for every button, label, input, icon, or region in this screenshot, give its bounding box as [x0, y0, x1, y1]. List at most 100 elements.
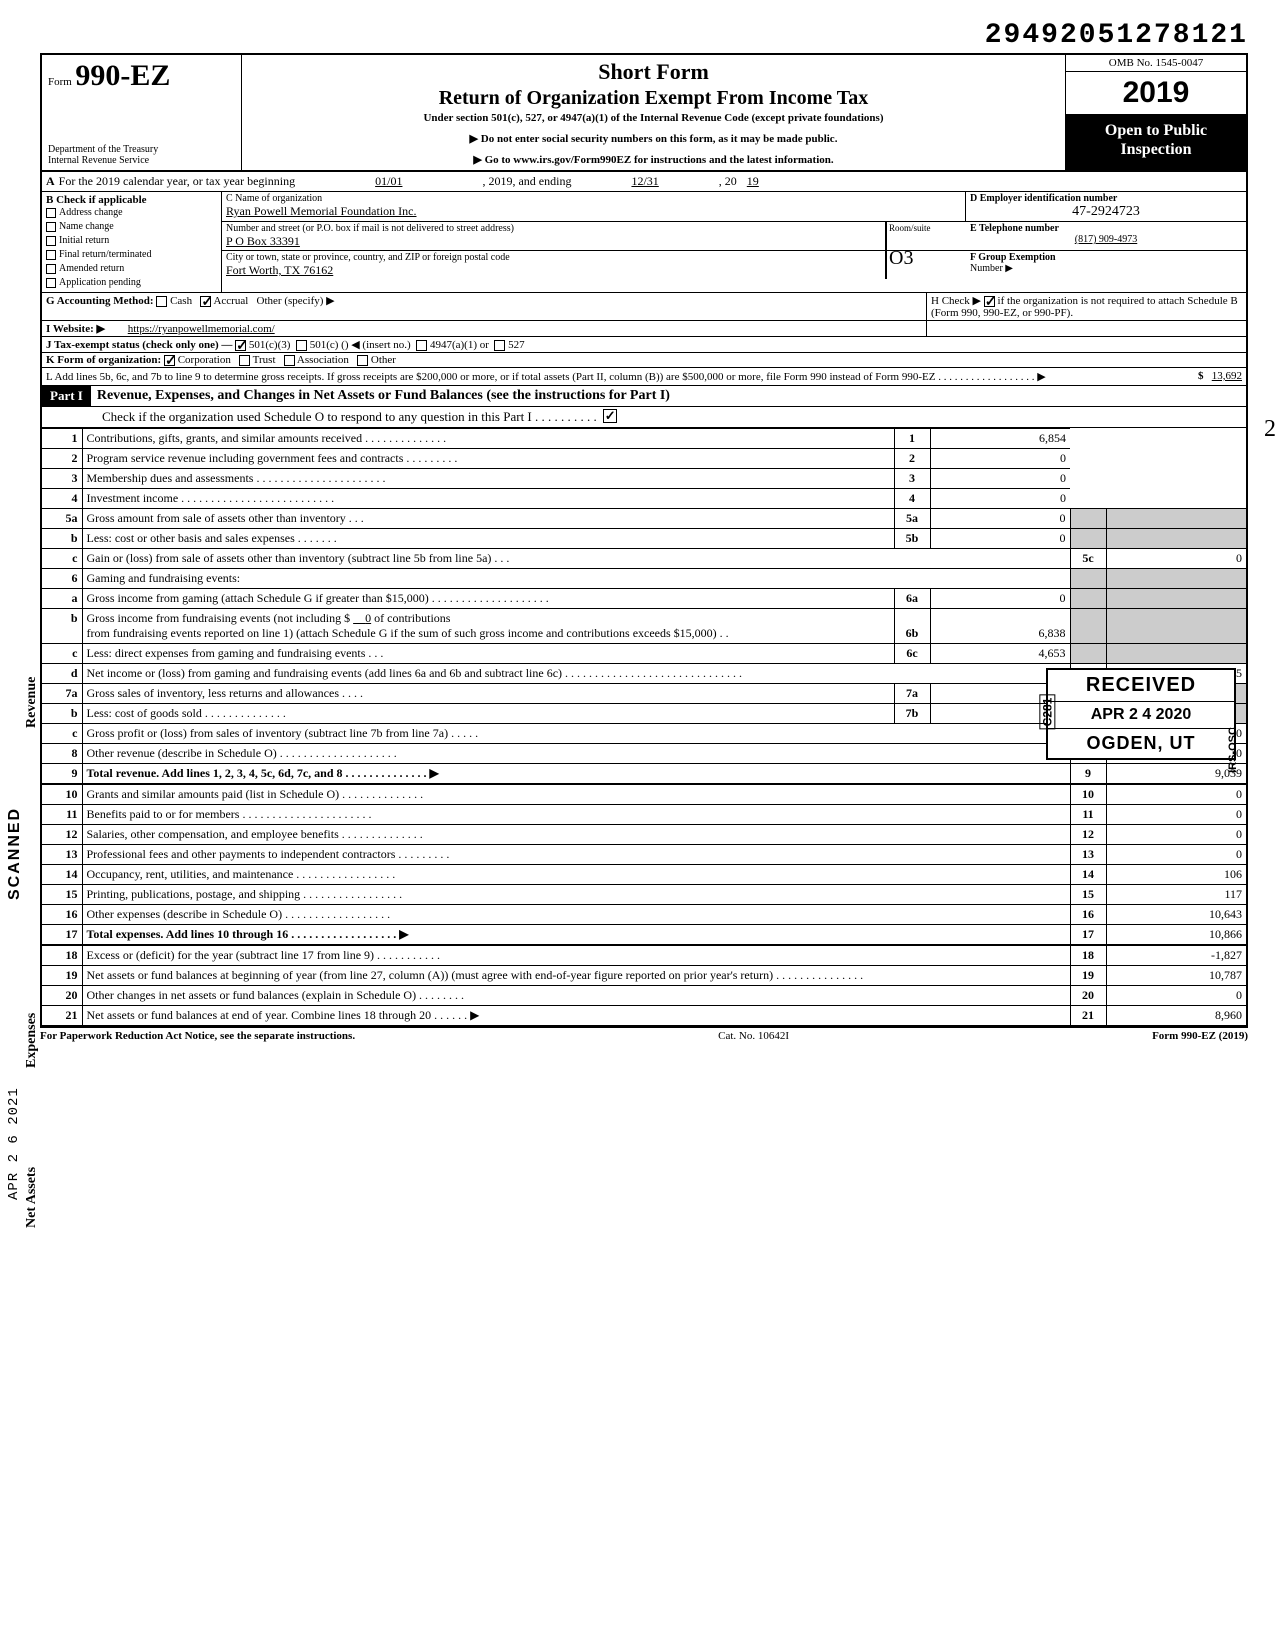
stamp-c281: C281	[1039, 695, 1055, 730]
row-a-label: A	[46, 174, 55, 189]
omb-number: OMB No. 1545-0047	[1066, 55, 1246, 72]
chk-app-pending[interactable]	[46, 278, 56, 288]
row-14: 14Occupancy, rent, utilities, and mainte…	[42, 865, 1246, 885]
treasury-line-1: Department of the Treasury	[48, 144, 235, 155]
row-g-h: G Accounting Method: Cash Accrual Other …	[40, 293, 1248, 321]
room-label: Room/suite	[889, 223, 964, 233]
row-10: 10Grants and similar amounts paid (list …	[42, 784, 1246, 805]
row-j-label: J Tax-exempt status (check only one) —	[46, 339, 232, 351]
row-i-label: I Website: ▶	[46, 323, 105, 335]
row-6c: cLess: direct expenses from gaming and f…	[42, 644, 1246, 664]
footer: For Paperwork Reduction Act Notice, see …	[40, 1027, 1248, 1042]
chk-accrual[interactable]	[200, 296, 211, 307]
footer-left: For Paperwork Reduction Act Notice, see …	[40, 1030, 355, 1042]
chk-4947[interactable]	[416, 340, 427, 351]
phone: (817) 909-4973	[970, 234, 1242, 245]
form-subtitle: Under section 501(c), 527, or 4947(a)(1)…	[252, 112, 1055, 124]
chk-501c[interactable]	[296, 340, 307, 351]
row-13: 13Professional fees and other payments t…	[42, 845, 1246, 865]
chk-cash[interactable]	[156, 296, 167, 307]
row-9: 9Total revenue. Add lines 1, 2, 3, 4, 5c…	[42, 764, 1246, 785]
vert-revenue: Revenue	[24, 677, 40, 728]
lbl-501c: 501(c) (	[310, 339, 345, 351]
row-21: 21Net assets or fund balances at end of …	[42, 1006, 1246, 1027]
chk-527[interactable]	[494, 340, 505, 351]
chk-name-change[interactable]	[46, 222, 56, 232]
box-f-sub: Number ▶	[970, 263, 1242, 274]
chk-amended[interactable]	[46, 264, 56, 274]
row-5a: 5aGross amount from sale of assets other…	[42, 509, 1246, 529]
stamp-location: OGDEN, UT	[1048, 729, 1234, 758]
side-date-stamp: APR 2 6 2021	[6, 1087, 22, 1200]
received-stamp: RECEIVED C281 APR 2 4 2020 IRS-OSC OGDEN…	[1046, 668, 1236, 760]
lbl-cash: Cash	[170, 295, 192, 307]
document-number: 29492051278121	[40, 20, 1248, 51]
chk-corp[interactable]	[164, 355, 175, 366]
lbl-4947: 4947(a)(1) or	[430, 339, 489, 351]
org-name: Ryan Powell Memorial Foundation Inc.	[226, 204, 961, 219]
stamp-received: RECEIVED	[1048, 670, 1234, 701]
row-6b: bGross income from fundraising events (n…	[42, 609, 1246, 644]
lbl-501c-tail: ) ◀ (insert no.)	[345, 339, 411, 351]
tax-year-end: 12/31	[631, 174, 658, 189]
lbl-accrual: Accrual	[213, 295, 248, 307]
part-1-check-row: Check if the organization used Schedule …	[40, 407, 1248, 428]
row-l-dollar: $	[1198, 370, 1204, 382]
chk-schedule-b[interactable]	[984, 296, 995, 307]
instruction-2: Go to www.irs.gov/Form990EZ for instruct…	[252, 153, 1055, 166]
form-title: Return of Organization Exempt From Incom…	[252, 87, 1055, 110]
row-a-tail: , 20	[719, 174, 737, 189]
footer-right: Form 990-EZ (2019)	[1152, 1030, 1248, 1042]
vert-assets: Net Assets	[24, 1167, 40, 1228]
chk-assoc[interactable]	[284, 355, 295, 366]
row-5b: bLess: cost or other basis and sales exp…	[42, 529, 1246, 549]
row-18: 18Excess or (deficit) for the year (subt…	[42, 945, 1246, 966]
row-l-text: L Add lines 5b, 6c, and 7b to line 9 to …	[46, 370, 1198, 383]
box-f-label: F Group Exemption	[970, 252, 1056, 263]
row-20: 20Other changes in net assets or fund ba…	[42, 986, 1246, 1006]
lbl-initial-return: Initial return	[59, 234, 109, 248]
lbl-app-pending: Application pending	[59, 276, 141, 290]
chk-other-org[interactable]	[357, 355, 368, 366]
side-scanned-stamp: SCANNED	[6, 807, 24, 900]
row-19: 19Net assets or fund balances at beginni…	[42, 966, 1246, 986]
lbl-trust: Trust	[253, 354, 276, 366]
row-12: 12Salaries, other compensation, and empl…	[42, 825, 1246, 845]
row-15: 15Printing, publications, postage, and s…	[42, 885, 1246, 905]
form-prefix: Form	[48, 76, 72, 88]
row-a-mid: , 2019, and ending	[482, 174, 571, 189]
row-l: L Add lines 5b, 6c, and 7b to line 9 to …	[40, 368, 1248, 386]
row-11: 11Benefits paid to or for members . . . …	[42, 805, 1246, 825]
row-1: 1Contributions, gifts, grants, and simil…	[42, 429, 1246, 449]
row-17: 17Total expenses. Add lines 10 through 1…	[42, 925, 1246, 946]
row-a: A For the 2019 calendar year, or tax yea…	[40, 172, 1248, 192]
row-16: 16Other expenses (describe in Schedule O…	[42, 905, 1246, 925]
vert-expenses: Expenses	[24, 1013, 40, 1068]
chk-501c3[interactable]	[235, 340, 246, 351]
form-header: Form 990-EZ Department of the Treasury I…	[40, 53, 1248, 172]
org-address: P O Box 33391	[226, 234, 881, 249]
chk-schedule-o[interactable]	[603, 409, 617, 423]
treasury-line-2: Internal Revenue Service	[48, 155, 235, 166]
box-d-label: D Employer identification number	[970, 193, 1242, 204]
chk-initial-return[interactable]	[46, 236, 56, 246]
handwritten-margin: 2	[1264, 416, 1276, 443]
part-1-title: Revenue, Expenses, and Changes in Net As…	[91, 386, 1246, 406]
room-handwritten: O3	[889, 247, 913, 270]
chk-address-change[interactable]	[46, 208, 56, 218]
tax-year: 20201919	[1066, 72, 1246, 115]
stamp-irs-osc: IRS-OSC	[1227, 727, 1239, 773]
part-1-header: Part I Revenue, Expenses, and Changes in…	[40, 386, 1248, 407]
open-to-public: Open to Public Inspection	[1066, 115, 1246, 170]
row-h-text: H Check ▶	[931, 295, 981, 307]
row-3: 3Membership dues and assessments . . . .…	[42, 469, 1246, 489]
chk-trust[interactable]	[239, 355, 250, 366]
row-6a: aGross income from gaming (attach Schedu…	[42, 589, 1246, 609]
lbl-final-return: Final return/terminated	[59, 248, 151, 262]
chk-final-return[interactable]	[46, 250, 56, 260]
box-c-label: C Name of organization	[226, 193, 961, 204]
stamp-date: APR 2 4 2020	[1091, 706, 1192, 723]
ein: 47-2924723	[970, 204, 1242, 220]
box-b-header: B Check if applicable	[46, 194, 217, 206]
box-e-label: E Telephone number	[970, 223, 1242, 234]
